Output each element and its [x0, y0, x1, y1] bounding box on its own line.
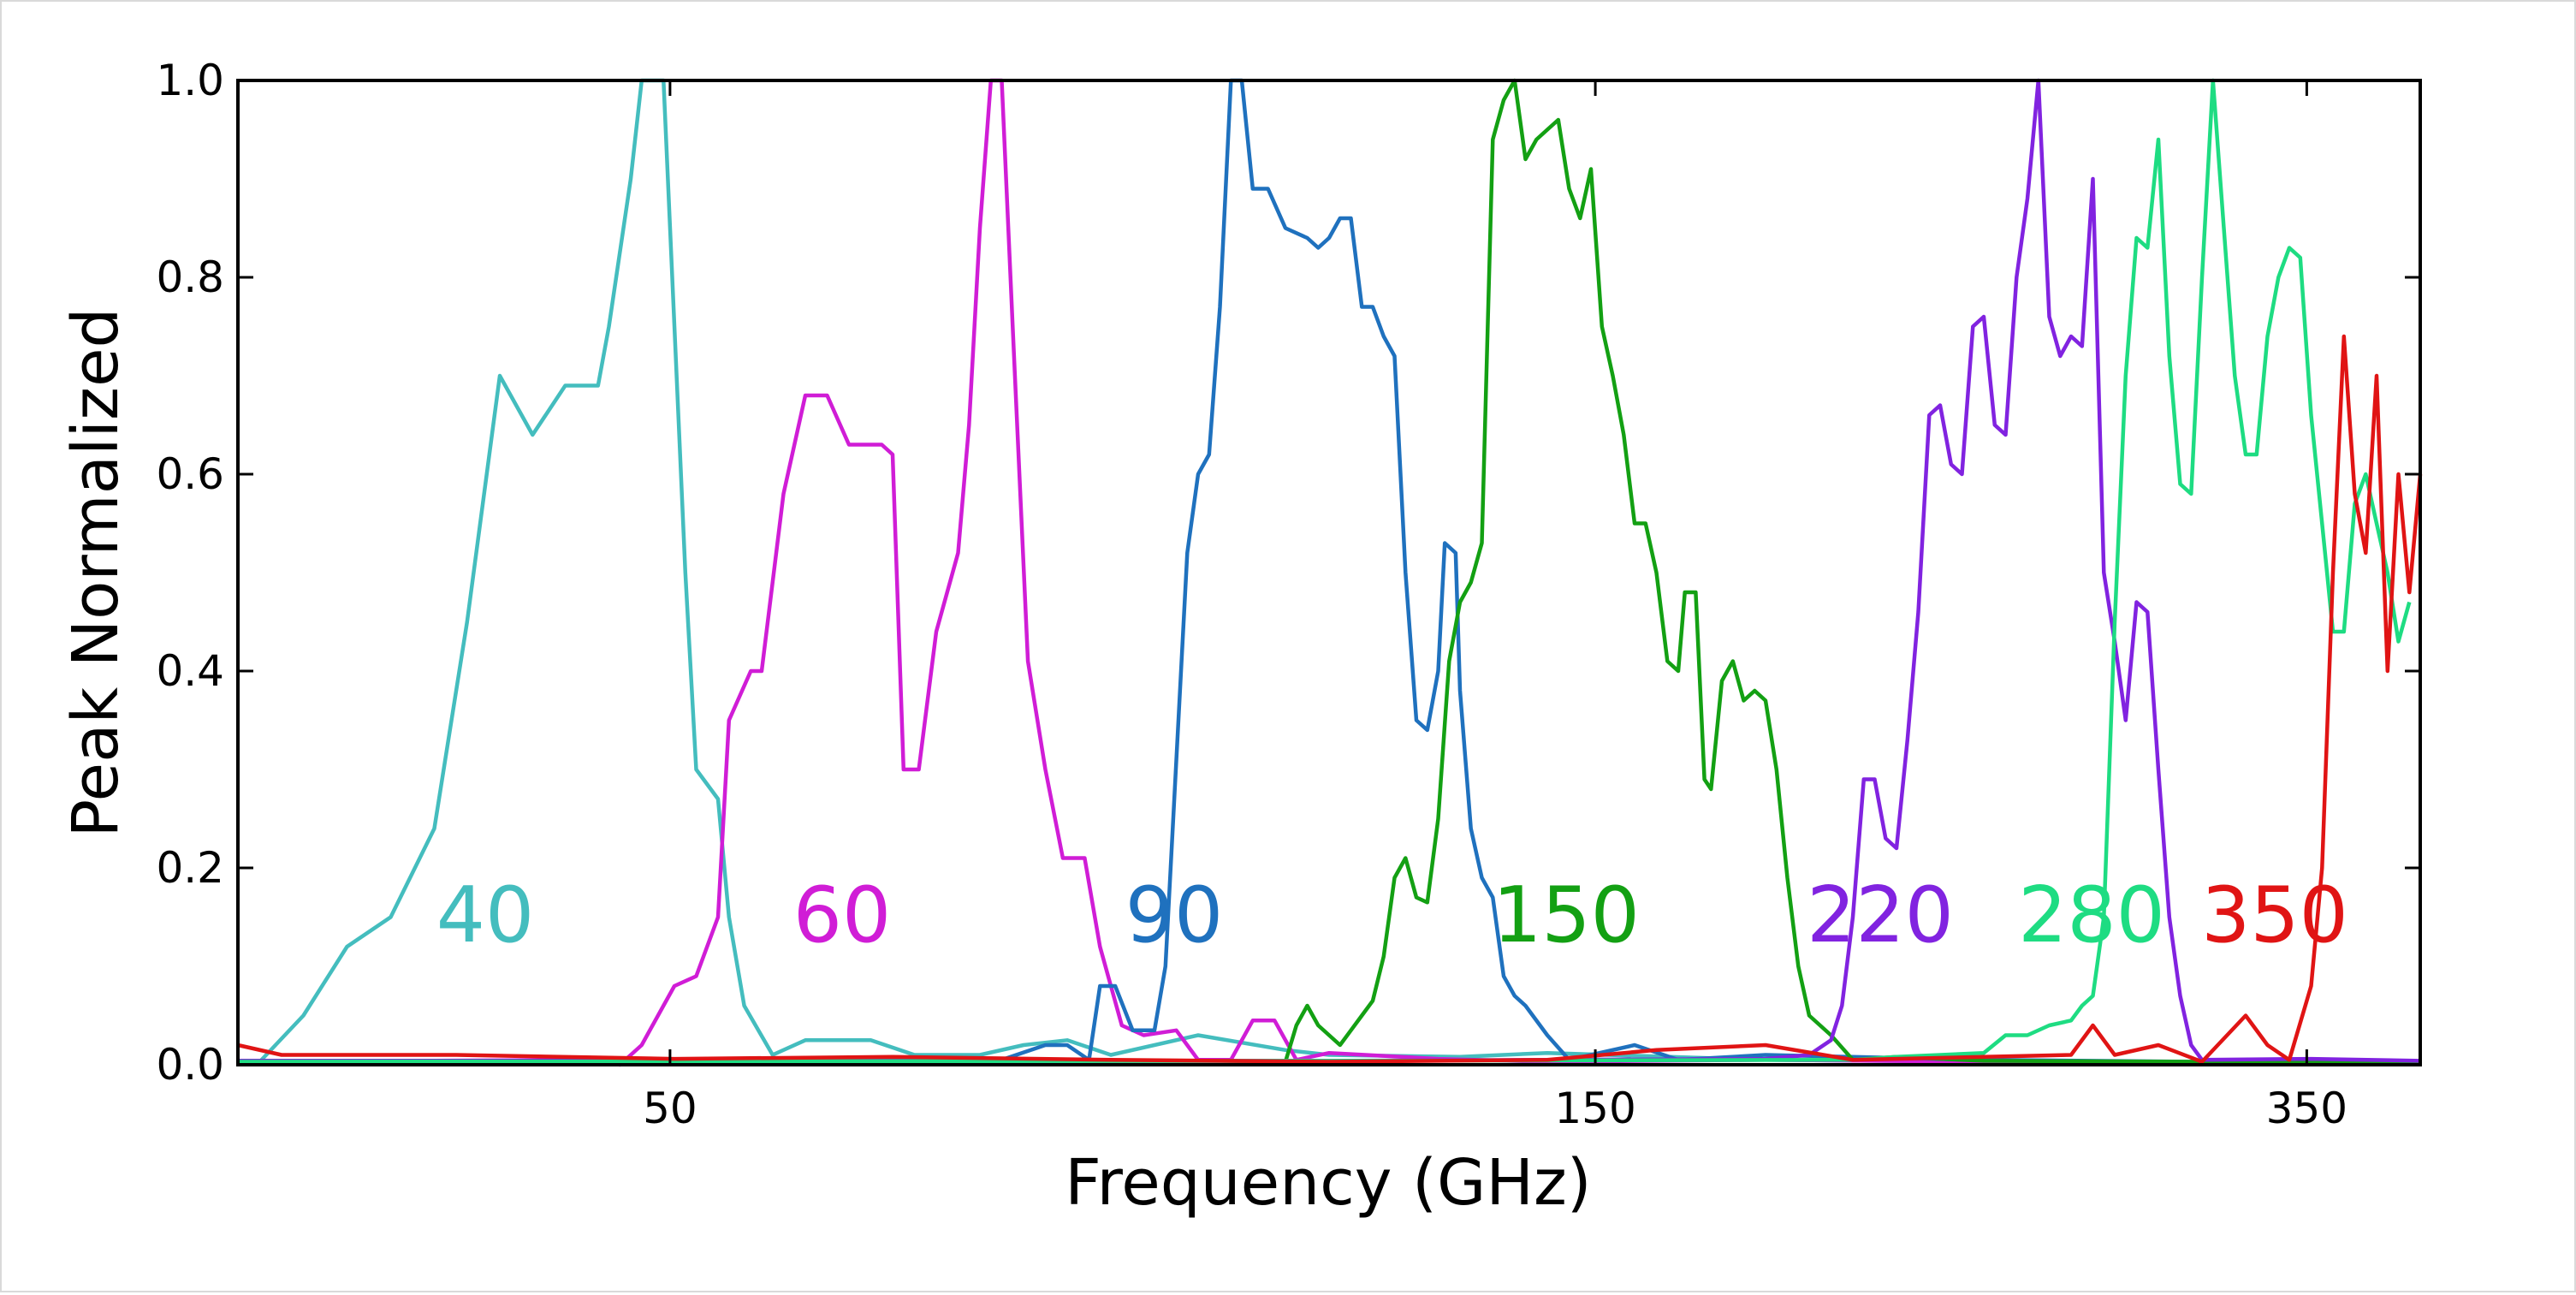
series-layer — [237, 78, 2423, 1067]
band-label-60: 60 — [793, 870, 892, 960]
y-tick-label: 1.0 — [156, 56, 224, 105]
band-label-220: 220 — [1807, 870, 1954, 960]
band-label-350: 350 — [2201, 870, 2348, 960]
y-tick-label: 0.0 — [156, 1040, 224, 1090]
y-tick-label: 0.2 — [156, 843, 224, 893]
series-line-350 — [237, 334, 2423, 1064]
y-axis-title: Peak Normalized — [59, 308, 133, 838]
band-label-layer: 40 60 90 150 220 280 350 — [436, 870, 2348, 960]
series-line-220 — [238, 78, 2421, 1063]
tick-layer: 0.0 0.2 0.4 0.6 0.8 1.0 50 150 350 — [156, 56, 2420, 1133]
x-tick-label: 150 — [1554, 1084, 1635, 1133]
x-tick-label: 50 — [643, 1084, 697, 1133]
x-axis-title: Frequency (GHz) — [1065, 1146, 1591, 1220]
y-tick-label: 0.4 — [156, 646, 224, 696]
band-label-40: 40 — [436, 870, 535, 960]
band-label-280: 280 — [2018, 870, 2165, 960]
series-line-280 — [237, 78, 2412, 1064]
series-line-60 — [237, 78, 2421, 1067]
band-label-90: 90 — [1125, 870, 1224, 960]
series-line-150 — [238, 78, 2420, 1064]
x-tick-label: 350 — [2266, 1084, 2347, 1133]
y-tick-label: 0.6 — [156, 449, 224, 499]
y-tick-label: 0.8 — [156, 252, 224, 302]
plot-area-border — [236, 79, 2422, 1066]
series-line-90 — [237, 78, 2420, 1065]
band-label-150: 150 — [1493, 870, 1640, 960]
